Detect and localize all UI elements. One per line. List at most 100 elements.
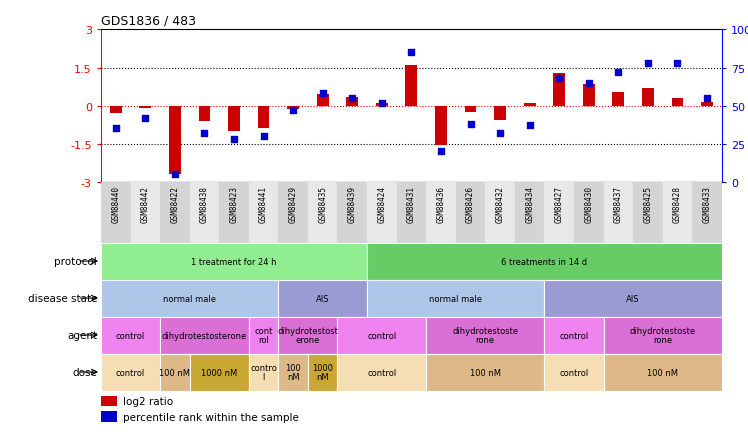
Bar (190, 354, 249, 391)
Bar (494, 106, 506, 120)
Bar (405, 66, 417, 106)
Text: 1 treatment for 24 h: 1 treatment for 24 h (191, 257, 277, 266)
Text: GSM88433: GSM88433 (702, 185, 711, 222)
Bar (604, 354, 722, 391)
Bar (101, 354, 160, 391)
Bar (642, 89, 654, 106)
Text: GDS1836 / 483: GDS1836 / 483 (101, 15, 196, 28)
Point (524, 122, 536, 129)
Text: GSM88427: GSM88427 (555, 185, 564, 222)
Text: 100 nM: 100 nM (470, 368, 501, 377)
Bar (456, 182, 485, 243)
Text: GSM88437: GSM88437 (614, 185, 623, 222)
Bar (465, 106, 476, 113)
Text: GSM88441: GSM88441 (259, 185, 268, 222)
Bar (131, 182, 160, 243)
Bar (249, 317, 278, 354)
Text: GSM88435: GSM88435 (318, 185, 327, 222)
Text: GSM88429: GSM88429 (289, 185, 298, 222)
Text: GSM88430: GSM88430 (584, 185, 593, 222)
Bar (583, 85, 595, 106)
Text: GSM88442: GSM88442 (141, 185, 150, 222)
Bar (101, 317, 160, 354)
Bar (278, 317, 337, 354)
Point (316, 91, 328, 98)
Text: dihydrotestosterone: dihydrotestosterone (162, 331, 247, 340)
Point (198, 130, 210, 137)
Text: normal male: normal male (429, 294, 482, 303)
Bar (633, 182, 663, 243)
Bar (672, 99, 684, 106)
Bar (101, 182, 131, 243)
Text: dihydrotestoste
rone: dihydrotestoste rone (630, 326, 696, 345)
Bar (160, 182, 190, 243)
Text: 100
nM: 100 nM (285, 363, 301, 381)
Bar (545, 354, 604, 391)
Text: log2 ratio: log2 ratio (123, 396, 173, 406)
Text: normal male: normal male (163, 294, 216, 303)
Text: GSM88432: GSM88432 (496, 185, 505, 222)
Text: 1000
nM: 1000 nM (312, 363, 333, 381)
Bar (396, 182, 426, 243)
Bar (337, 317, 426, 354)
Text: GSM88439: GSM88439 (348, 185, 357, 222)
Point (139, 115, 151, 122)
Text: dihydrotestost
erone: dihydrotestost erone (278, 326, 338, 345)
Point (672, 60, 684, 67)
Text: control: control (116, 368, 145, 377)
Point (405, 49, 417, 56)
Bar (426, 182, 456, 243)
Text: 100 nM: 100 nM (647, 368, 678, 377)
Text: GSM88431: GSM88431 (407, 185, 416, 222)
Bar (287, 106, 299, 110)
Point (465, 121, 476, 128)
Bar (574, 182, 604, 243)
Text: dose: dose (73, 367, 97, 377)
Point (110, 125, 122, 132)
Bar (367, 243, 722, 280)
Bar (376, 104, 387, 106)
Text: GSM88438: GSM88438 (200, 185, 209, 222)
Bar (249, 182, 278, 243)
Bar (426, 317, 545, 354)
Bar (692, 182, 722, 243)
Bar (257, 106, 269, 129)
Bar (337, 182, 367, 243)
Bar (545, 182, 574, 243)
Point (642, 60, 654, 67)
Bar (337, 354, 426, 391)
Text: dihydrotestoste
rone: dihydrotestoste rone (453, 326, 518, 345)
Text: control: control (560, 368, 589, 377)
Bar (101, 243, 367, 280)
Bar (278, 280, 367, 317)
Point (257, 133, 269, 140)
Point (375, 100, 387, 107)
Bar (524, 104, 536, 106)
Point (613, 69, 625, 76)
Text: protocol: protocol (55, 256, 97, 266)
Point (228, 136, 240, 143)
Bar (663, 182, 692, 243)
Text: cont
rol: cont rol (254, 326, 273, 345)
Text: GSM88424: GSM88424 (377, 185, 386, 222)
Point (701, 95, 713, 102)
Text: GSM88425: GSM88425 (643, 185, 652, 222)
Bar (169, 106, 181, 174)
Text: disease state: disease state (28, 293, 97, 303)
Point (554, 76, 565, 82)
Bar (190, 182, 219, 243)
Bar (604, 317, 722, 354)
Text: AIS: AIS (316, 294, 329, 303)
Bar (249, 354, 278, 391)
Text: control: control (367, 331, 396, 340)
Text: GSM88434: GSM88434 (525, 185, 534, 222)
Bar (228, 106, 240, 132)
Bar (101, 396, 117, 406)
Bar (308, 354, 337, 391)
Text: percentile rank within the sample: percentile rank within the sample (123, 412, 298, 421)
Bar (278, 182, 308, 243)
Point (346, 95, 358, 102)
Text: agent: agent (67, 330, 97, 340)
Text: GSM88423: GSM88423 (230, 185, 239, 222)
Bar (701, 102, 713, 106)
